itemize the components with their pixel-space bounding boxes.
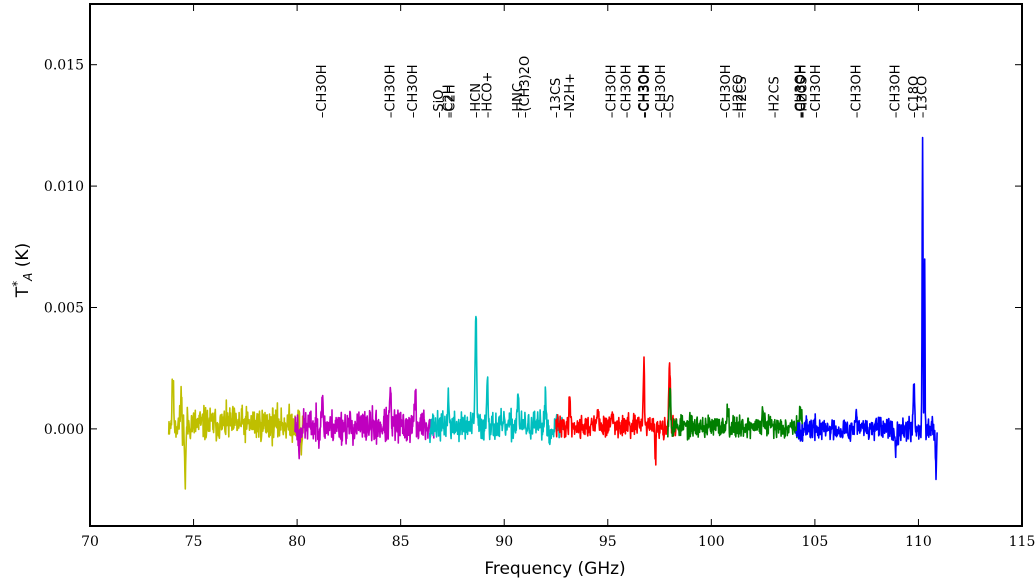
x-tick-label-90: 90 bbox=[495, 534, 513, 550]
spectrum-series-4 bbox=[555, 356, 677, 466]
y-axis-label-main: T bbox=[13, 286, 33, 298]
line-id-8: –HCO+ bbox=[480, 72, 495, 118]
line-id-11: –13CS bbox=[549, 78, 564, 118]
line-id-18: –CS bbox=[663, 94, 678, 118]
line-id-14: –CH3OH bbox=[620, 64, 635, 118]
line-id-12: –N2H+ bbox=[563, 73, 578, 118]
line-id-20: –H2CO bbox=[731, 74, 746, 118]
axes-layer: 70 75 80 85 90 95 100 105 110 115 0.000 0.005 0.010 0… bbox=[44, 3, 1036, 550]
annotation-layer: –CH3OH –CH3OH –CH3OH –SiO–C2H–C2H –HCN–HCO+ –… bbox=[315, 56, 931, 118]
line-id-10: –(CH3)2O bbox=[518, 56, 533, 118]
y-axis-label-sup: * bbox=[10, 281, 24, 287]
line-id-25: –H2CS bbox=[796, 76, 811, 118]
line-id-13: –CH3OH bbox=[604, 64, 619, 118]
x-axis-label: Frequency (GHz) bbox=[484, 559, 625, 579]
line-id-21: –H2CS bbox=[735, 76, 750, 118]
line-id-24: –CH3OH bbox=[794, 64, 809, 118]
x-tick-label-80: 80 bbox=[288, 534, 306, 550]
y-tick-label-3: 0.015 bbox=[44, 58, 84, 74]
y-axis-label-sub: A bbox=[21, 273, 35, 282]
line-id-29: –C18O bbox=[907, 76, 922, 118]
y-tick-label-1: 0.005 bbox=[44, 300, 84, 316]
x-tick-label-85: 85 bbox=[392, 534, 410, 550]
x-tick-label-75: 75 bbox=[185, 534, 203, 550]
line-id-19: –CH3OH bbox=[719, 64, 734, 118]
line-id-7: –HCN bbox=[469, 83, 484, 118]
line-id-22: –H2CS bbox=[767, 76, 782, 118]
line-id-5: –C2H bbox=[441, 84, 456, 118]
line-id-1: –CH3OH bbox=[315, 64, 330, 118]
x-tick-label-105: 105 bbox=[802, 534, 829, 550]
spectrum-series-1 bbox=[167, 378, 305, 490]
spectrum-series-3 bbox=[428, 315, 563, 446]
line-id-9: –HNC bbox=[511, 83, 526, 118]
x-tick-label-70: 70 bbox=[81, 534, 99, 550]
y-tick-label-0: 0.000 bbox=[44, 422, 84, 438]
x-tick-label-100: 100 bbox=[698, 534, 725, 550]
x-tick-label-115: 115 bbox=[1009, 534, 1036, 550]
spectrum-series-6 bbox=[795, 136, 938, 481]
x-tick-label-95: 95 bbox=[599, 534, 617, 550]
line-id-3: –CH3OH bbox=[406, 64, 421, 118]
line-id-30: –13CO bbox=[916, 76, 931, 118]
y-axis-label: T*A (K) bbox=[10, 243, 35, 298]
line-id-28: –CH3OH bbox=[889, 64, 904, 118]
line-id-26: –CH3OH bbox=[809, 64, 824, 118]
line-id-27: –CH3OH bbox=[850, 64, 865, 118]
line-id-17: –CH3OH bbox=[654, 64, 669, 118]
y-tick-label-2: 0.010 bbox=[44, 179, 84, 195]
line-id-6: –C2H bbox=[443, 84, 458, 118]
line-id-23: –CH3OH bbox=[793, 64, 808, 118]
line-id-4: –SiO bbox=[432, 89, 447, 118]
line-id-16: –CH3OH bbox=[638, 64, 653, 118]
series-layer bbox=[167, 136, 938, 490]
line-id-15: –CH3OH bbox=[637, 64, 652, 118]
y-axis-label-rest: (K) bbox=[13, 243, 33, 273]
spectrum-series-2 bbox=[294, 386, 435, 460]
plot-frame bbox=[89, 3, 1023, 527]
x-tick-label-110: 110 bbox=[905, 534, 932, 550]
spectrum-series-5 bbox=[667, 387, 804, 442]
line-id-2: –CH3OH bbox=[383, 64, 398, 118]
